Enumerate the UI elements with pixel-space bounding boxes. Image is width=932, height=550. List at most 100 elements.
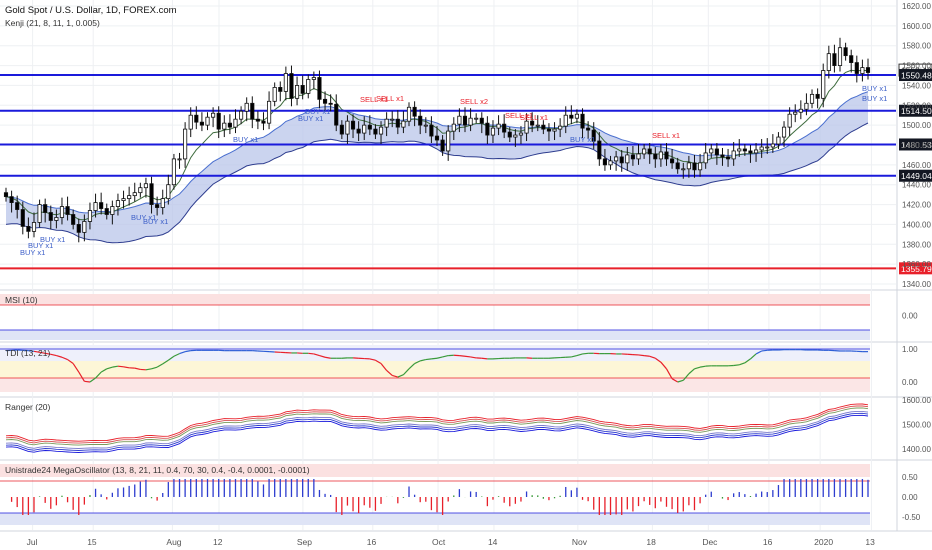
candle-body (43, 204, 48, 213)
tdi-line-segment (56, 355, 63, 358)
tdi-line-segment (481, 357, 488, 360)
ranger-tick-label: 1400.00 (902, 445, 931, 454)
buy-signal-label: BUY x1 (862, 94, 887, 103)
candle-body (608, 160, 613, 166)
x-tick-label: 13 (865, 537, 875, 547)
ranger-legend: Ranger (20) (5, 402, 51, 412)
candle-body (496, 123, 501, 129)
buy-signal-label: BUY x1 (862, 84, 887, 93)
buy-signal-label: BUY x1 (570, 135, 595, 144)
tdi-line-segment (134, 367, 141, 371)
candle-body (462, 115, 468, 126)
tdi-line-segment (123, 366, 130, 369)
candle-body (127, 195, 132, 200)
buy-signal-label: BUY x1 (40, 235, 65, 244)
tdi-line-segment (576, 353, 583, 357)
candle-body (350, 120, 356, 130)
x-tick-label: 15 (87, 537, 97, 547)
candle-body (177, 158, 182, 161)
tdi-line-segment (319, 355, 326, 358)
candle-body (787, 113, 792, 128)
tdi-line-segment (117, 365, 124, 368)
candle-body (423, 124, 428, 127)
candle-body (155, 204, 160, 208)
level-price-tag (899, 169, 932, 182)
tdi-line-segment (313, 353, 320, 357)
candle-body (720, 154, 725, 158)
y-tick-label: 1340.00 (902, 280, 931, 289)
candle-body (524, 120, 529, 134)
candle-body (664, 151, 669, 160)
tdi-line-segment (470, 356, 477, 359)
candle-body (692, 162, 697, 171)
tdi-line-segment (33, 350, 40, 353)
tdi-tick-label: 0.00 (902, 378, 918, 387)
tdi-tick-label: 1.00 (902, 345, 918, 354)
y-tick-label: 1560.00 (902, 62, 931, 71)
tdi-line-segment (402, 368, 410, 376)
candle-body (283, 73, 288, 92)
candle-body (625, 154, 630, 164)
candle-body (865, 67, 871, 73)
candle-body (76, 224, 81, 233)
tdi-line-segment (464, 355, 471, 358)
candle-body (837, 47, 843, 66)
x-tick-label: Jul (27, 537, 38, 547)
ranger-line (5, 405, 869, 444)
buy-signal-label: BUY x1 (233, 135, 258, 144)
candle-body (121, 198, 126, 202)
candle-body (451, 123, 456, 132)
sell-signal-label: SELL x2 (460, 97, 488, 106)
tdi-line-segment (100, 368, 108, 373)
y-tick-label: 1420.00 (902, 201, 931, 210)
candle-body (300, 85, 305, 94)
msi-lower-zone (0, 330, 870, 340)
candle-body (250, 102, 255, 120)
tdi-line-segment (744, 358, 751, 364)
candle-body (401, 120, 406, 128)
ranger-tick-label: 1600.00 (902, 396, 931, 405)
tdi-line-segment (654, 357, 662, 363)
candle-body (759, 146, 764, 151)
candle-body (99, 202, 104, 209)
tdi-line-segment (45, 352, 51, 355)
candle-body (255, 118, 260, 122)
candle-body (26, 226, 31, 232)
candle-body (513, 134, 518, 138)
tdi-line-segment (739, 362, 746, 366)
candle-body (563, 114, 568, 127)
candle-body (244, 102, 249, 112)
candle-body (339, 124, 344, 135)
candle-body (205, 116, 210, 126)
candle-body (490, 127, 496, 136)
msi-legend: MSI (10) (5, 295, 38, 305)
level-price-label: 1550.48 (901, 71, 932, 81)
candle-body (71, 214, 76, 225)
tdi-line-segment (660, 361, 667, 370)
candle-body (9, 196, 14, 203)
y-tick-label: 1460.00 (902, 161, 931, 170)
tdi-line-segment (755, 350, 762, 355)
ranger-tick-label: 1500.00 (902, 421, 931, 430)
candle-body (558, 125, 563, 130)
tdi-line-segment (167, 355, 175, 361)
tdi-line-segment (72, 363, 80, 373)
ranger-line (5, 410, 869, 449)
candle-body (306, 79, 311, 94)
candle-body (429, 124, 434, 137)
candle-body (82, 221, 87, 233)
candle-body (742, 148, 747, 152)
x-tick-label: 16 (367, 537, 377, 547)
candle-body (93, 202, 98, 211)
candle-body (406, 106, 412, 122)
y-tick-label: 1400.00 (902, 220, 931, 229)
candle-body (709, 148, 714, 154)
candle-body (311, 77, 316, 80)
y-tick-label: 1620.00 (902, 2, 931, 11)
candle-body (675, 162, 680, 170)
candle-body (188, 114, 193, 130)
tdi-line-segment (582, 352, 589, 355)
candle-body (37, 204, 42, 223)
tdi-line-segment (688, 368, 695, 375)
